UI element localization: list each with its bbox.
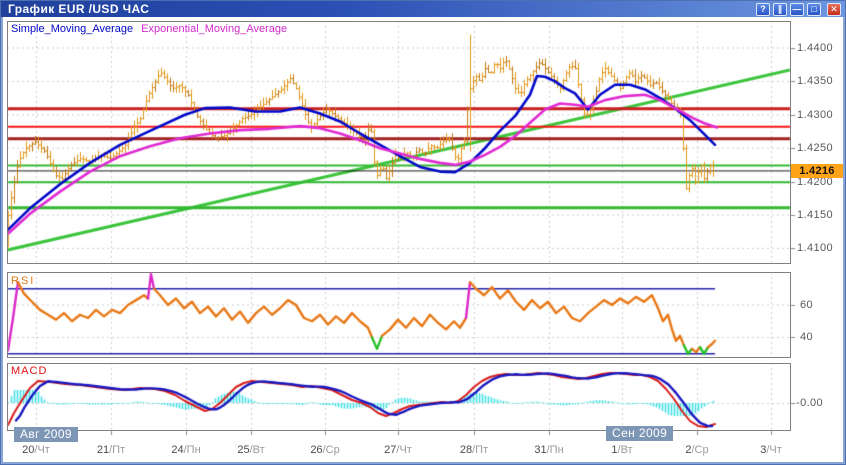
rsi-axis-label: 40 [800, 331, 814, 343]
window-title: График EUR /USD ЧАС [8, 1, 150, 16]
rsi-panel[interactable] [7, 272, 791, 358]
minimize-button[interactable]: — [790, 2, 804, 16]
price-axis-label: 1.4350 [797, 75, 834, 87]
help-button[interactable]: ? [756, 2, 770, 16]
date-label: 2/Ср [685, 444, 709, 456]
price-axis-label: 1.4300 [797, 109, 834, 121]
date-label: 24/Пн [171, 444, 201, 456]
legend-sma-label: Simple_Moving_Average [11, 23, 134, 35]
maximize-button[interactable]: □ [807, 2, 821, 16]
price-axis-label: 1.4150 [797, 209, 834, 221]
date-label: 3/Чт [760, 444, 782, 456]
macd-zero-label: -0.00 [796, 397, 824, 409]
date-label: 31/Пн [534, 444, 564, 456]
date-label: 20/Чт [22, 444, 50, 456]
date-label: 25/Вт [237, 444, 265, 456]
titlebar-buttons: ? ∥ — □ ✕ [756, 2, 841, 16]
month-box-sep: Сен 2009 [606, 426, 674, 441]
legend-ema-label: Exponential_Moving_Average [141, 23, 288, 35]
close-button[interactable]: ✕ [827, 2, 841, 16]
rsi-axis-label: 60 [800, 299, 814, 311]
date-label: 28/Пт [459, 444, 489, 456]
month-box-aug: Авг 2009 [14, 427, 78, 442]
current-price-tag: 1.4216 [791, 164, 843, 178]
chart-legend: Simple_Moving_Average Exponential_Moving… [11, 23, 287, 35]
macd-label: MACD [11, 365, 48, 377]
price-axis-label: 1.4100 [797, 242, 834, 254]
macd-panel[interactable] [7, 363, 791, 431]
date-label: 26/Ср [310, 444, 340, 456]
price-axis-label: 1.4400 [797, 42, 834, 54]
date-label: 21/Пт [96, 444, 126, 456]
rsi-label: RSI [11, 275, 36, 287]
date-label: 27/Чт [384, 444, 412, 456]
main-chart-panel[interactable] [7, 21, 791, 264]
pause-button[interactable]: ∥ [773, 2, 787, 16]
price-axis-label: 1.4250 [797, 142, 834, 154]
titlebar[interactable]: График EUR /USD ЧАС ? ∥ — □ ✕ [1, 1, 845, 17]
date-label: 1/Вт [611, 444, 633, 456]
